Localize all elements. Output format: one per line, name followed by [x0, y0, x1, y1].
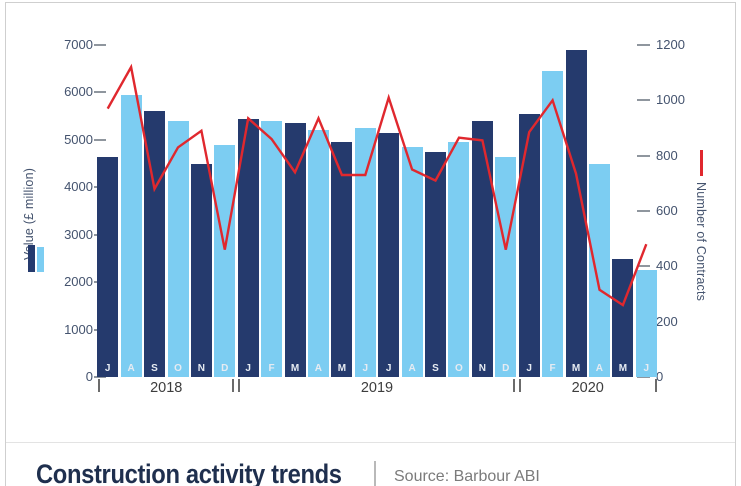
- bar-O-3: O: [167, 120, 189, 377]
- left-axis-tick-label: 7000: [64, 37, 93, 52]
- right-axis-title: Number of Contracts: [694, 182, 708, 302]
- month-label: N: [197, 363, 205, 374]
- month-label: M: [571, 363, 581, 374]
- month-label: O: [455, 363, 463, 374]
- right-axis-tick-label: 800: [656, 147, 678, 163]
- year-boundary-tick: [231, 379, 234, 392]
- month-label: A: [408, 363, 416, 374]
- divider-line: [5, 442, 735, 443]
- axis-tick-dash: [637, 44, 650, 46]
- legend-light-bar-swatch: [37, 247, 44, 272]
- bar-J-11: J: [354, 128, 376, 377]
- bar-J-18: J: [518, 113, 540, 377]
- bar-M-20: M: [565, 49, 587, 377]
- axis-tick-dash: [94, 91, 106, 94]
- axis-tick-dash: [94, 44, 106, 46]
- year-boundary-tick: [98, 379, 100, 392]
- month-label: J: [643, 363, 650, 374]
- year-label-2019: 2019: [360, 380, 394, 396]
- legend-dark-bar-swatch: [28, 245, 35, 272]
- left-axis-tick-label: 3000: [64, 226, 93, 242]
- month-label: O: [174, 363, 182, 374]
- right-axis-tick-label: 0: [656, 369, 664, 384]
- axis-tick-dash: [94, 138, 106, 141]
- month-label: S: [432, 363, 439, 374]
- bar-J-6: J: [237, 118, 259, 377]
- left-axis-tick-label: 1000: [64, 321, 93, 337]
- bar-A-9: A: [307, 130, 329, 377]
- right-axis-tick-label: 200: [656, 313, 678, 329]
- bar-M-8: M: [284, 123, 306, 377]
- month-label: S: [151, 363, 158, 374]
- right-axis-tick-label: 600: [656, 203, 678, 218]
- month-label: A: [314, 363, 322, 374]
- title-wrap: Construction activity trends: [36, 459, 366, 486]
- left-axis-title: Value (£ million): [22, 167, 36, 260]
- title-row: Construction activity trends Source: Bar…: [36, 459, 540, 486]
- bar-J-23: J: [635, 270, 657, 377]
- left-axis-tick-label: 0: [85, 369, 93, 384]
- year-boundary-tick: [655, 379, 657, 392]
- month-label: N: [478, 363, 486, 374]
- axis-tick-dash: [637, 376, 650, 378]
- left-axis-tick-label: 5000: [64, 131, 93, 147]
- bar-F-7: F: [261, 120, 283, 377]
- year-boundary-tick: [512, 379, 515, 392]
- bar-M-22: M: [612, 259, 634, 377]
- bar-A-21: A: [588, 163, 610, 377]
- month-label: F: [268, 363, 275, 374]
- axis-tick-dash: [94, 376, 106, 378]
- month-label: J: [245, 363, 251, 374]
- year-label-2018: 2018: [150, 380, 183, 396]
- bar-N-16: N: [471, 120, 493, 377]
- month-label: D: [502, 363, 510, 374]
- bar-J-0: J: [97, 156, 119, 377]
- month-label: M: [618, 363, 628, 374]
- month-label: J: [362, 363, 369, 374]
- bar-J-12: J: [378, 132, 400, 377]
- bar-M-10: M: [331, 142, 353, 377]
- month-label: J: [526, 363, 532, 374]
- bar-O-15: O: [448, 142, 470, 377]
- bar-N-4: N: [190, 163, 212, 377]
- month-label: J: [104, 363, 111, 374]
- legend-contracts-line-swatch: [700, 150, 703, 176]
- month-label: A: [127, 363, 135, 374]
- bar-S-14: S: [425, 151, 446, 377]
- bar-A-1: A: [120, 94, 142, 377]
- left-axis-tick-label: 2000: [64, 274, 93, 290]
- bar-A-13: A: [401, 147, 423, 377]
- bar-D-5: D: [214, 144, 236, 377]
- bar-S-2: S: [144, 111, 165, 377]
- year-boundary-tick: [237, 379, 240, 392]
- year-label-2020: 2020: [571, 380, 604, 396]
- month-label: J: [385, 363, 392, 374]
- month-label: F: [549, 363, 556, 374]
- title-separator: [374, 461, 376, 486]
- construction-activity-chart: 7000 6000 5000 4000 3000 2000 1000 0 1200 1000 800…: [22, 37, 708, 396]
- page-title: Construction activity trends: [36, 459, 342, 486]
- bar-D-17: D: [495, 156, 517, 377]
- month-label: M: [290, 363, 300, 374]
- source-label: Source: Barbour ABI: [394, 468, 540, 485]
- bar-F-19: F: [542, 71, 564, 377]
- right-axis-tick-label: 1200: [656, 37, 685, 52]
- left-axis-tick-label: 4000: [64, 179, 93, 195]
- right-axis-tick-label: 1000: [656, 92, 685, 108]
- year-boundary-tick: [518, 379, 521, 392]
- month-label: D: [221, 363, 229, 374]
- month-label: M: [337, 363, 347, 374]
- month-label: A: [595, 363, 603, 374]
- right-axis-tick-label: 400: [656, 258, 678, 274]
- left-axis-tick-label: 6000: [64, 84, 93, 100]
